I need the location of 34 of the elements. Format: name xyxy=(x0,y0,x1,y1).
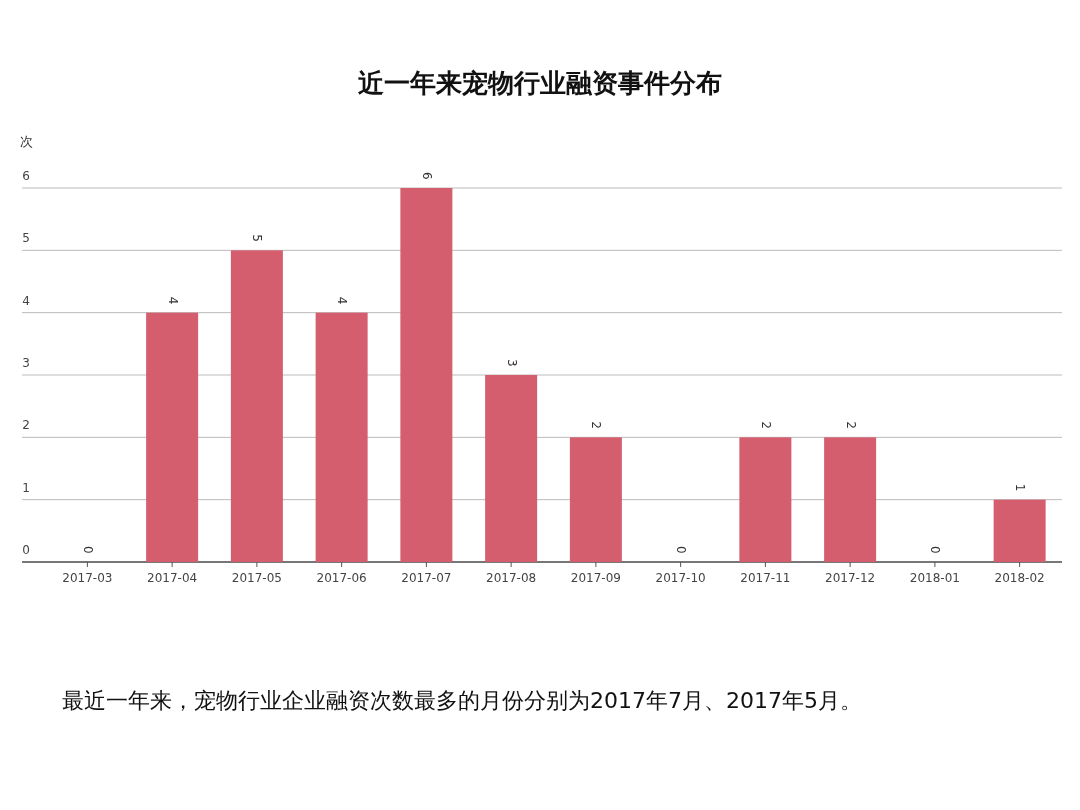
data-label: 2 xyxy=(589,421,604,429)
data-label: 4 xyxy=(335,296,350,305)
y-tick-label: 2 xyxy=(22,418,30,433)
text: 最近一年来，宠物行业企业融资次数最多的月份分别为2017年7月、2017年5月。 xyxy=(62,688,862,713)
x-tick-label: 2017-07 xyxy=(401,571,452,585)
x-tick-label: 2017-10 xyxy=(655,571,706,585)
x-tick-label: 2017-05 xyxy=(231,571,282,585)
x-tick-label: 2017-08 xyxy=(486,571,537,585)
data-label: 0 xyxy=(674,546,689,554)
y-tick-label: 4 xyxy=(22,293,30,308)
data-label: 0 xyxy=(928,546,943,554)
x-tick-label: 2018-01 xyxy=(909,571,960,585)
chart-title: 近一年来宠物行业融资事件分布 xyxy=(358,68,722,98)
x-tick-label: 2017-09 xyxy=(570,571,621,585)
data-label: 3 xyxy=(504,359,519,367)
y-axis-title: 次 xyxy=(20,134,33,149)
data-label: 4 xyxy=(165,296,180,305)
data-label: 6 xyxy=(419,172,434,180)
y-tick-label: 3 xyxy=(22,356,30,370)
y-tick-label: 1 xyxy=(22,480,30,495)
x-tick-label: 2017-03 xyxy=(62,571,113,585)
x-tick-label: 2018-02 xyxy=(994,571,1045,585)
x-tick-label: 2017-12 xyxy=(825,571,876,585)
data-label: 2 xyxy=(758,421,773,429)
x-tick-label: 2017-04 xyxy=(147,571,198,585)
y-tick-label: 0 xyxy=(22,543,30,557)
x-tick-label: 2017-06 xyxy=(316,571,367,585)
data-label: 0 xyxy=(80,546,95,554)
data-label: 1 xyxy=(1013,483,1028,492)
data-label: 5 xyxy=(250,234,265,242)
y-tick-label: 6 xyxy=(22,169,30,183)
y-tick-label: 5 xyxy=(22,231,30,246)
x-tick-label: 2017-11 xyxy=(740,571,791,585)
data-label: 2 xyxy=(843,421,858,429)
